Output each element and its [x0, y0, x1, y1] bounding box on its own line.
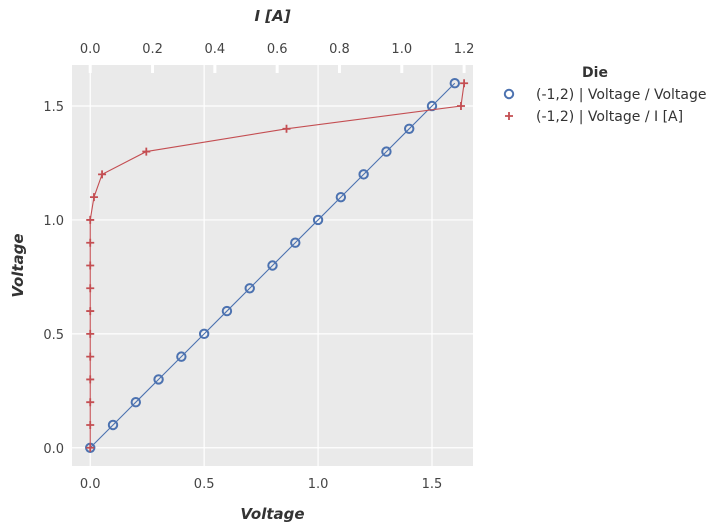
legend-item: (-1,2) | Voltage / I [A]	[505, 109, 683, 125]
data-point	[86, 375, 95, 384]
data-point	[86, 307, 95, 316]
data-point	[130, 397, 141, 408]
data-point	[381, 146, 392, 157]
data-point	[176, 351, 187, 362]
series-2	[86, 79, 469, 452]
data-point	[86, 329, 95, 338]
data-point	[404, 123, 415, 134]
legend: Die (-1,2) | Voltage / Voltage (-1,2) | Vo…	[503, 65, 707, 125]
data-point	[98, 170, 107, 179]
data-point	[290, 237, 301, 248]
data-point	[86, 420, 95, 429]
x2-axis-title: I [A]	[254, 7, 290, 25]
data-point	[86, 261, 95, 270]
grid	[72, 65, 473, 466]
data-point	[282, 124, 291, 133]
data-point	[449, 78, 460, 89]
data-point	[198, 328, 210, 340]
x2-tick-label: 0.0	[80, 42, 101, 57]
y-tick-label: 1.5	[43, 100, 64, 115]
series-line	[89, 82, 456, 449]
data-point	[86, 284, 95, 293]
x-axis-title: Voltage	[240, 505, 304, 523]
data-point	[86, 238, 95, 247]
x2-tick-label: 0.8	[329, 42, 350, 57]
x-tick-label: 1.5	[422, 477, 443, 492]
legend-marker	[503, 88, 515, 100]
data-point	[460, 79, 469, 88]
data-point	[142, 147, 151, 156]
data-point	[335, 191, 347, 203]
x2-tick-label: 0.2	[142, 42, 163, 57]
x2-tick-label: 1.0	[391, 42, 412, 57]
data-point	[153, 374, 164, 385]
data-point	[456, 102, 465, 111]
axes: 0.0 0.5 1.0 1.5 0.0 0.5 1.0 1.5 0.0 0.2 0.4 0.6 0.8 1…	[9, 7, 474, 523]
y-axis-title: Voltage	[9, 233, 27, 297]
legend-item: (-1,2) | Voltage / Voltage	[503, 87, 707, 103]
legend-label: (-1,2) | Voltage / Voltage	[536, 87, 707, 103]
y-tick-label: 0.5	[43, 328, 64, 343]
legend-title: Die	[582, 65, 608, 81]
data-point	[86, 215, 95, 224]
data-point	[107, 419, 119, 431]
data-point	[86, 352, 95, 361]
legend-label: (-1,2) | Voltage / I [A]	[536, 109, 683, 125]
x2-tick-label: 1.2	[454, 42, 475, 57]
x2-tick-label: 0.6	[267, 42, 288, 57]
data-point	[312, 214, 324, 226]
data-point	[86, 443, 95, 452]
series	[85, 78, 469, 453]
legend-marker	[505, 112, 513, 120]
x-tick-label: 1.0	[308, 477, 329, 492]
data-point	[221, 305, 233, 317]
y-tick-label: 0.0	[43, 442, 64, 457]
x-tick-label: 0.5	[194, 477, 215, 492]
y-tick-label: 1.0	[43, 214, 64, 229]
data-point	[358, 169, 369, 180]
data-point	[86, 398, 95, 407]
data-point	[89, 193, 98, 202]
data-point	[267, 260, 278, 271]
x2-tick-label: 0.4	[205, 42, 226, 57]
x-tick-label: 0.0	[80, 477, 101, 492]
data-point	[244, 283, 255, 294]
